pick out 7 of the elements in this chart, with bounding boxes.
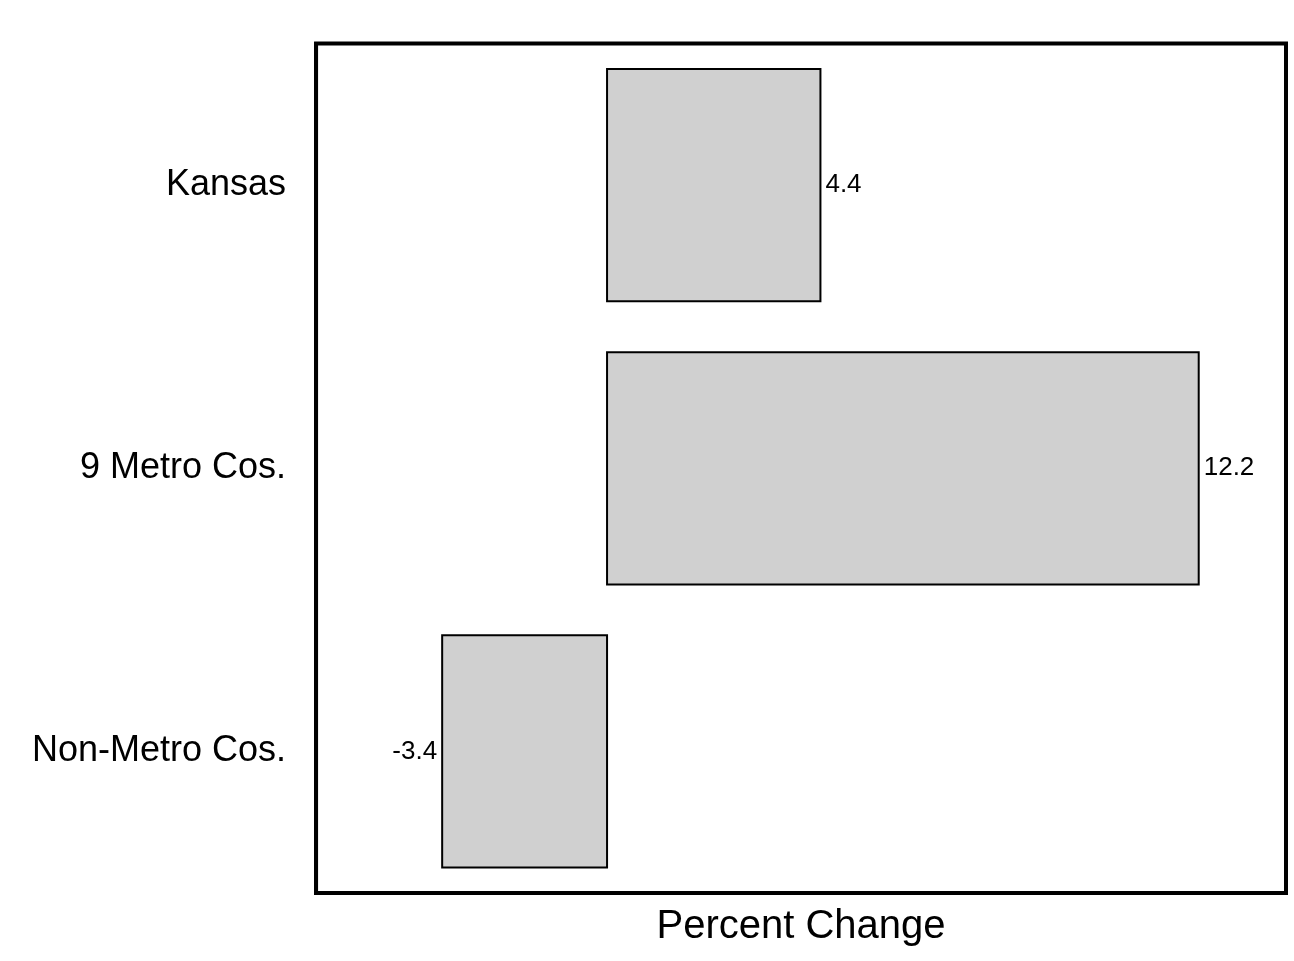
y-tick-label: 9 Metro Cos. <box>80 445 287 487</box>
data-label: -3.4 <box>392 734 438 765</box>
data-label: 4.4 <box>825 168 862 199</box>
y-tick-label: Non-Metro Cos. <box>32 728 287 770</box>
y-tick-label: Kansas <box>166 162 287 204</box>
data-label: 12.2 <box>1203 451 1255 482</box>
x-axis-title: Percent Change <box>656 902 946 947</box>
